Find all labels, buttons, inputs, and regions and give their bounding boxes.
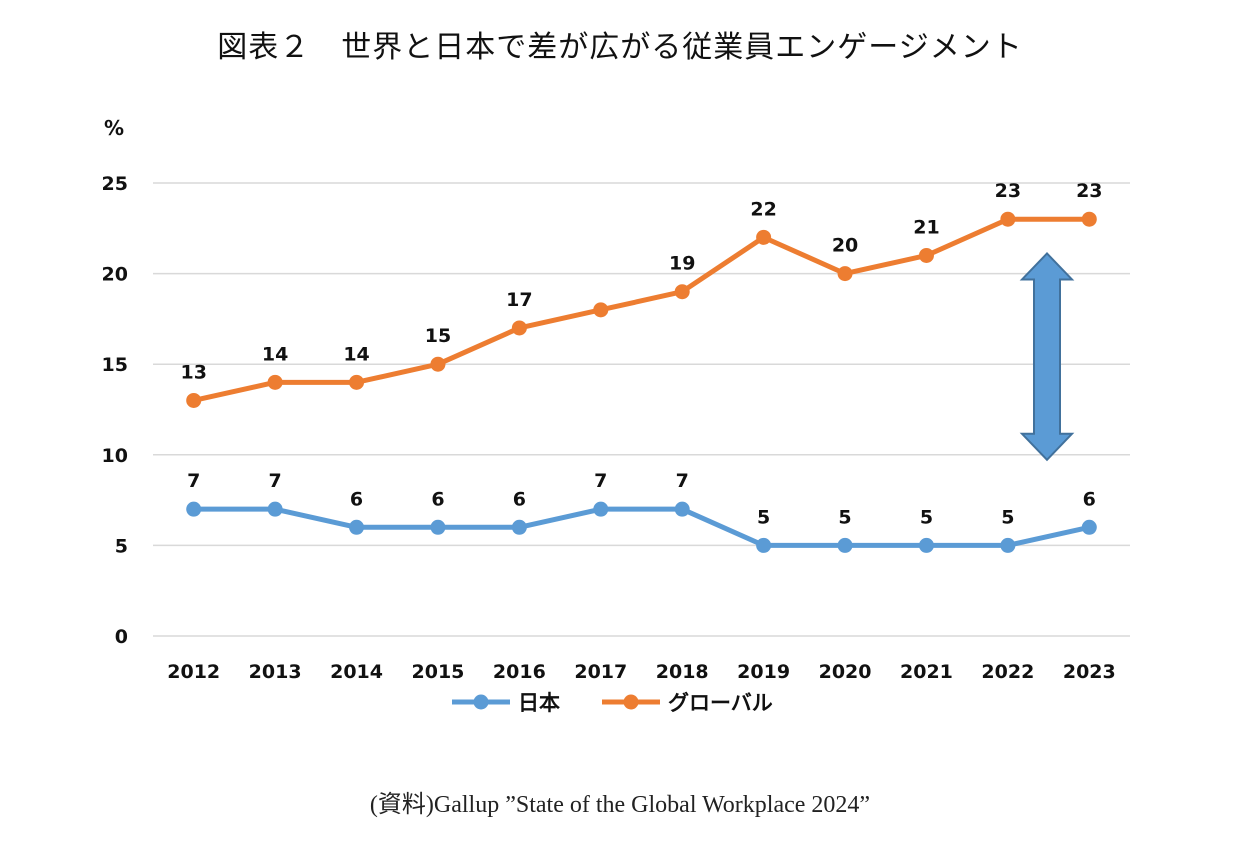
x-tick-label: 2022 [981, 661, 1034, 683]
data-point [1000, 211, 1016, 227]
data-label: 6 [1083, 488, 1096, 510]
data-point [430, 356, 446, 372]
x-tick-label: 2015 [412, 661, 465, 683]
data-point [1081, 519, 1097, 535]
y-tick-label: 25 [102, 173, 128, 195]
data-point [430, 519, 446, 535]
data-point [756, 537, 772, 553]
y-tick-label: 10 [102, 445, 128, 467]
data-point [186, 392, 202, 408]
y-tick-label: 15 [102, 354, 128, 376]
data-label: 5 [838, 506, 851, 528]
legend-marker [623, 694, 639, 710]
data-point [593, 501, 609, 517]
x-tick-label: 2012 [167, 661, 220, 683]
gap-double-arrow [1019, 252, 1075, 462]
data-label: 7 [676, 470, 689, 492]
data-point [511, 519, 527, 535]
source-note: (資料)Gallup ”State of the Global Workplac… [369, 792, 871, 818]
data-label: 5 [1001, 506, 1014, 528]
data-point [918, 537, 934, 553]
y-tick-label: 0 [115, 626, 128, 648]
legend-label: グローバル [668, 691, 773, 715]
data-label: 15 [425, 325, 451, 347]
data-point [674, 501, 690, 517]
legend-marker [473, 694, 489, 710]
data-label: 14 [343, 343, 369, 365]
x-tick-label: 2017 [574, 661, 627, 683]
data-label: 7 [187, 470, 200, 492]
y-tick-label: 20 [102, 264, 128, 286]
x-tick-label: 2020 [819, 661, 872, 683]
data-label: 13 [180, 361, 206, 383]
y-tick-label: 5 [115, 535, 128, 557]
data-point [267, 374, 283, 390]
x-tick-label: 2023 [1063, 661, 1116, 683]
x-tick-label: 2021 [900, 661, 953, 683]
y-axis-unit-label: % [104, 116, 125, 140]
data-label: 6 [350, 488, 363, 510]
data-label: 6 [513, 488, 526, 510]
data-label: 5 [920, 506, 933, 528]
data-point [756, 229, 772, 245]
data-point [186, 501, 202, 517]
data-label: 5 [757, 506, 770, 528]
x-tick-label: 2014 [330, 661, 383, 683]
legend-label: 日本 [518, 691, 560, 715]
data-point [918, 247, 934, 263]
series-line [193, 506, 1090, 548]
data-label: 21 [913, 216, 939, 238]
x-tick-label: 2019 [737, 661, 790, 683]
data-label: 17 [506, 289, 532, 311]
x-tick-label: 2013 [249, 661, 302, 683]
x-tick-label: 2016 [493, 661, 546, 683]
data-point [267, 501, 283, 517]
data-point [1000, 537, 1016, 553]
data-point [837, 266, 853, 282]
data-point [349, 374, 365, 390]
x-tick-label: 2018 [656, 661, 709, 683]
data-label: 6 [431, 488, 444, 510]
data-label: 19 [669, 253, 695, 275]
chart-title: 図表２ 世界と日本で差が広がる従業員エンゲージメント [217, 30, 1023, 65]
data-point [511, 320, 527, 336]
data-point [837, 537, 853, 553]
data-label: 23 [1076, 180, 1102, 202]
series-line [193, 216, 1090, 403]
data-point [349, 519, 365, 535]
data-label: 22 [750, 198, 776, 220]
data-label: 20 [832, 235, 858, 257]
data-label: 23 [995, 180, 1021, 202]
data-label: 7 [269, 470, 282, 492]
data-label: 14 [262, 343, 288, 365]
data-point [674, 284, 690, 300]
data-label: 7 [594, 470, 607, 492]
data-point [593, 302, 609, 318]
data-point [1081, 211, 1097, 227]
